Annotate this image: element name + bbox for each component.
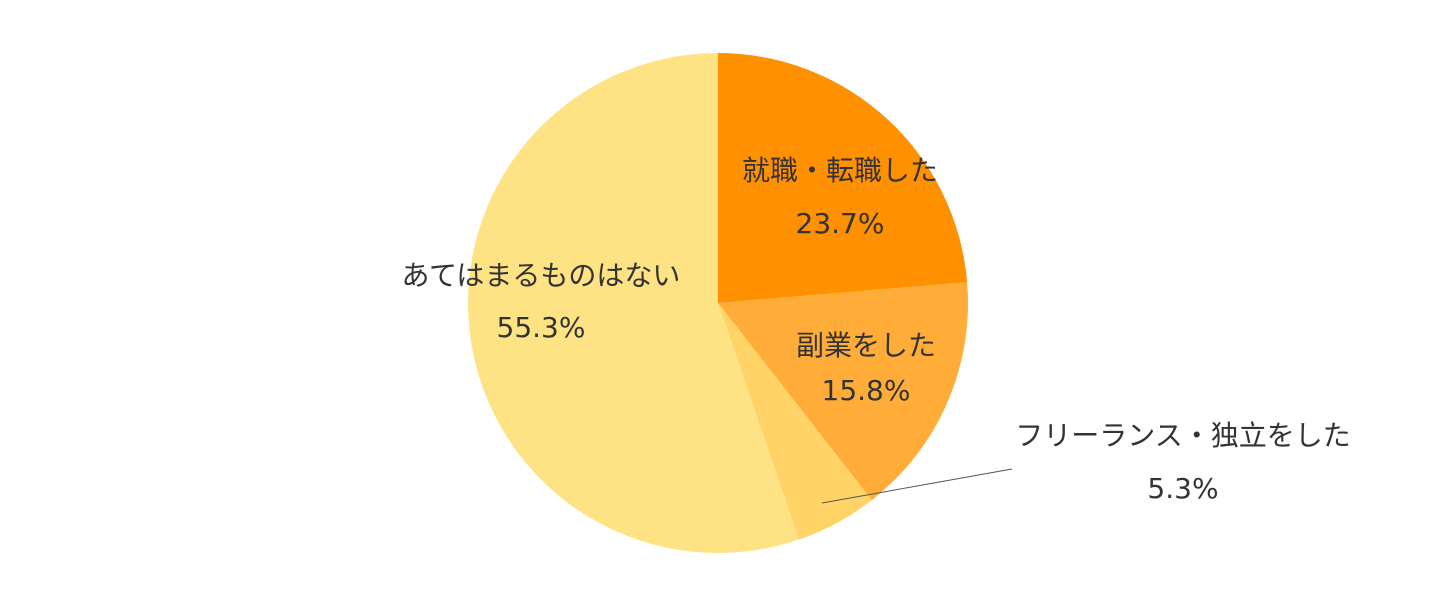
pie-slice <box>718 303 872 540</box>
slice-value-label: 23.7% <box>796 207 885 240</box>
slice-value-label: 15.8% <box>822 374 911 407</box>
slice-category-label: 副業をした <box>796 329 936 362</box>
pie-slice <box>718 53 968 303</box>
pie-slice <box>718 282 969 501</box>
pie-slice <box>468 53 799 554</box>
leader-line <box>821 468 1013 504</box>
slice-category-label: 就職・転職した <box>742 154 938 187</box>
slice-value-label: 55.3% <box>497 311 586 344</box>
slice-value-label: 5.3% <box>1147 472 1218 505</box>
slice-category-label: あてはまるものはない <box>402 259 681 292</box>
slice-category-label: フリーランス・独立をした <box>1015 419 1350 452</box>
